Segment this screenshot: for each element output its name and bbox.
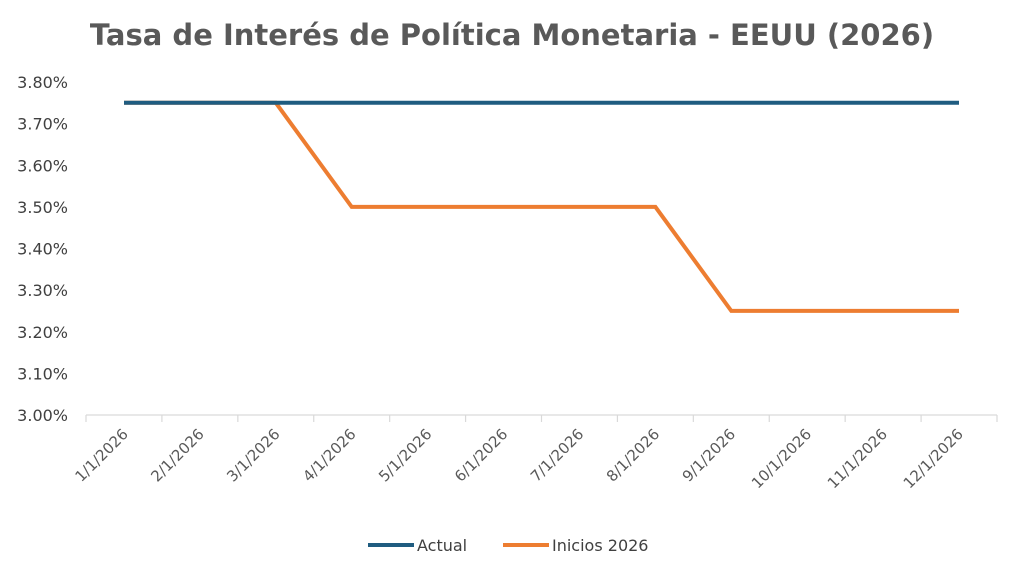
y-tick-label: 3.80% xyxy=(17,73,68,92)
x-tick-label: 10/1/2026 xyxy=(748,425,815,492)
y-tick-label: 3.70% xyxy=(17,115,68,134)
x-tick-label: 4/1/2026 xyxy=(299,425,359,485)
x-tick-label: 6/1/2026 xyxy=(451,425,511,485)
series-line-inicios-2026 xyxy=(124,100,959,313)
x-tick-label: 12/1/2026 xyxy=(900,425,967,492)
x-tick-label: 7/1/2026 xyxy=(527,425,587,485)
x-tick-label: 3/1/2026 xyxy=(223,425,283,485)
x-tick-label: 11/1/2026 xyxy=(824,425,891,492)
y-tick-label: 3.10% xyxy=(17,364,68,383)
x-tick-label: 1/1/2026 xyxy=(71,425,131,485)
y-tick-label: 3.60% xyxy=(17,156,68,175)
x-axis: 1/1/2026 2/1/2026 3/1/2026 4/1/2026 5/1/2026… xyxy=(71,414,998,492)
x-tick-label: 9/1/2026 xyxy=(679,425,739,485)
x-tick-label: 8/1/2026 xyxy=(603,425,663,485)
legend-label: Inicios 2026 xyxy=(552,536,648,555)
x-tick-label: 5/1/2026 xyxy=(375,425,435,485)
x-tick-label: 2/1/2026 xyxy=(147,425,207,485)
chart-title: Tasa de Interés de Política Monetaria - … xyxy=(89,18,935,52)
y-tick-label: 3.00% xyxy=(17,406,68,425)
y-axis-ticks: 3.00% 3.10% 3.20% 3.30% 3.40% 3.50% 3.60% 3.70%… xyxy=(17,73,68,425)
legend: Actual Inicios 2026 xyxy=(368,536,648,555)
series-lines xyxy=(124,100,959,313)
y-tick-label: 3.30% xyxy=(17,281,68,300)
y-tick-label: 3.50% xyxy=(17,198,68,217)
legend-label: Actual xyxy=(417,536,467,555)
y-tick-label: 3.40% xyxy=(17,240,68,259)
y-tick-label: 3.20% xyxy=(17,323,68,342)
